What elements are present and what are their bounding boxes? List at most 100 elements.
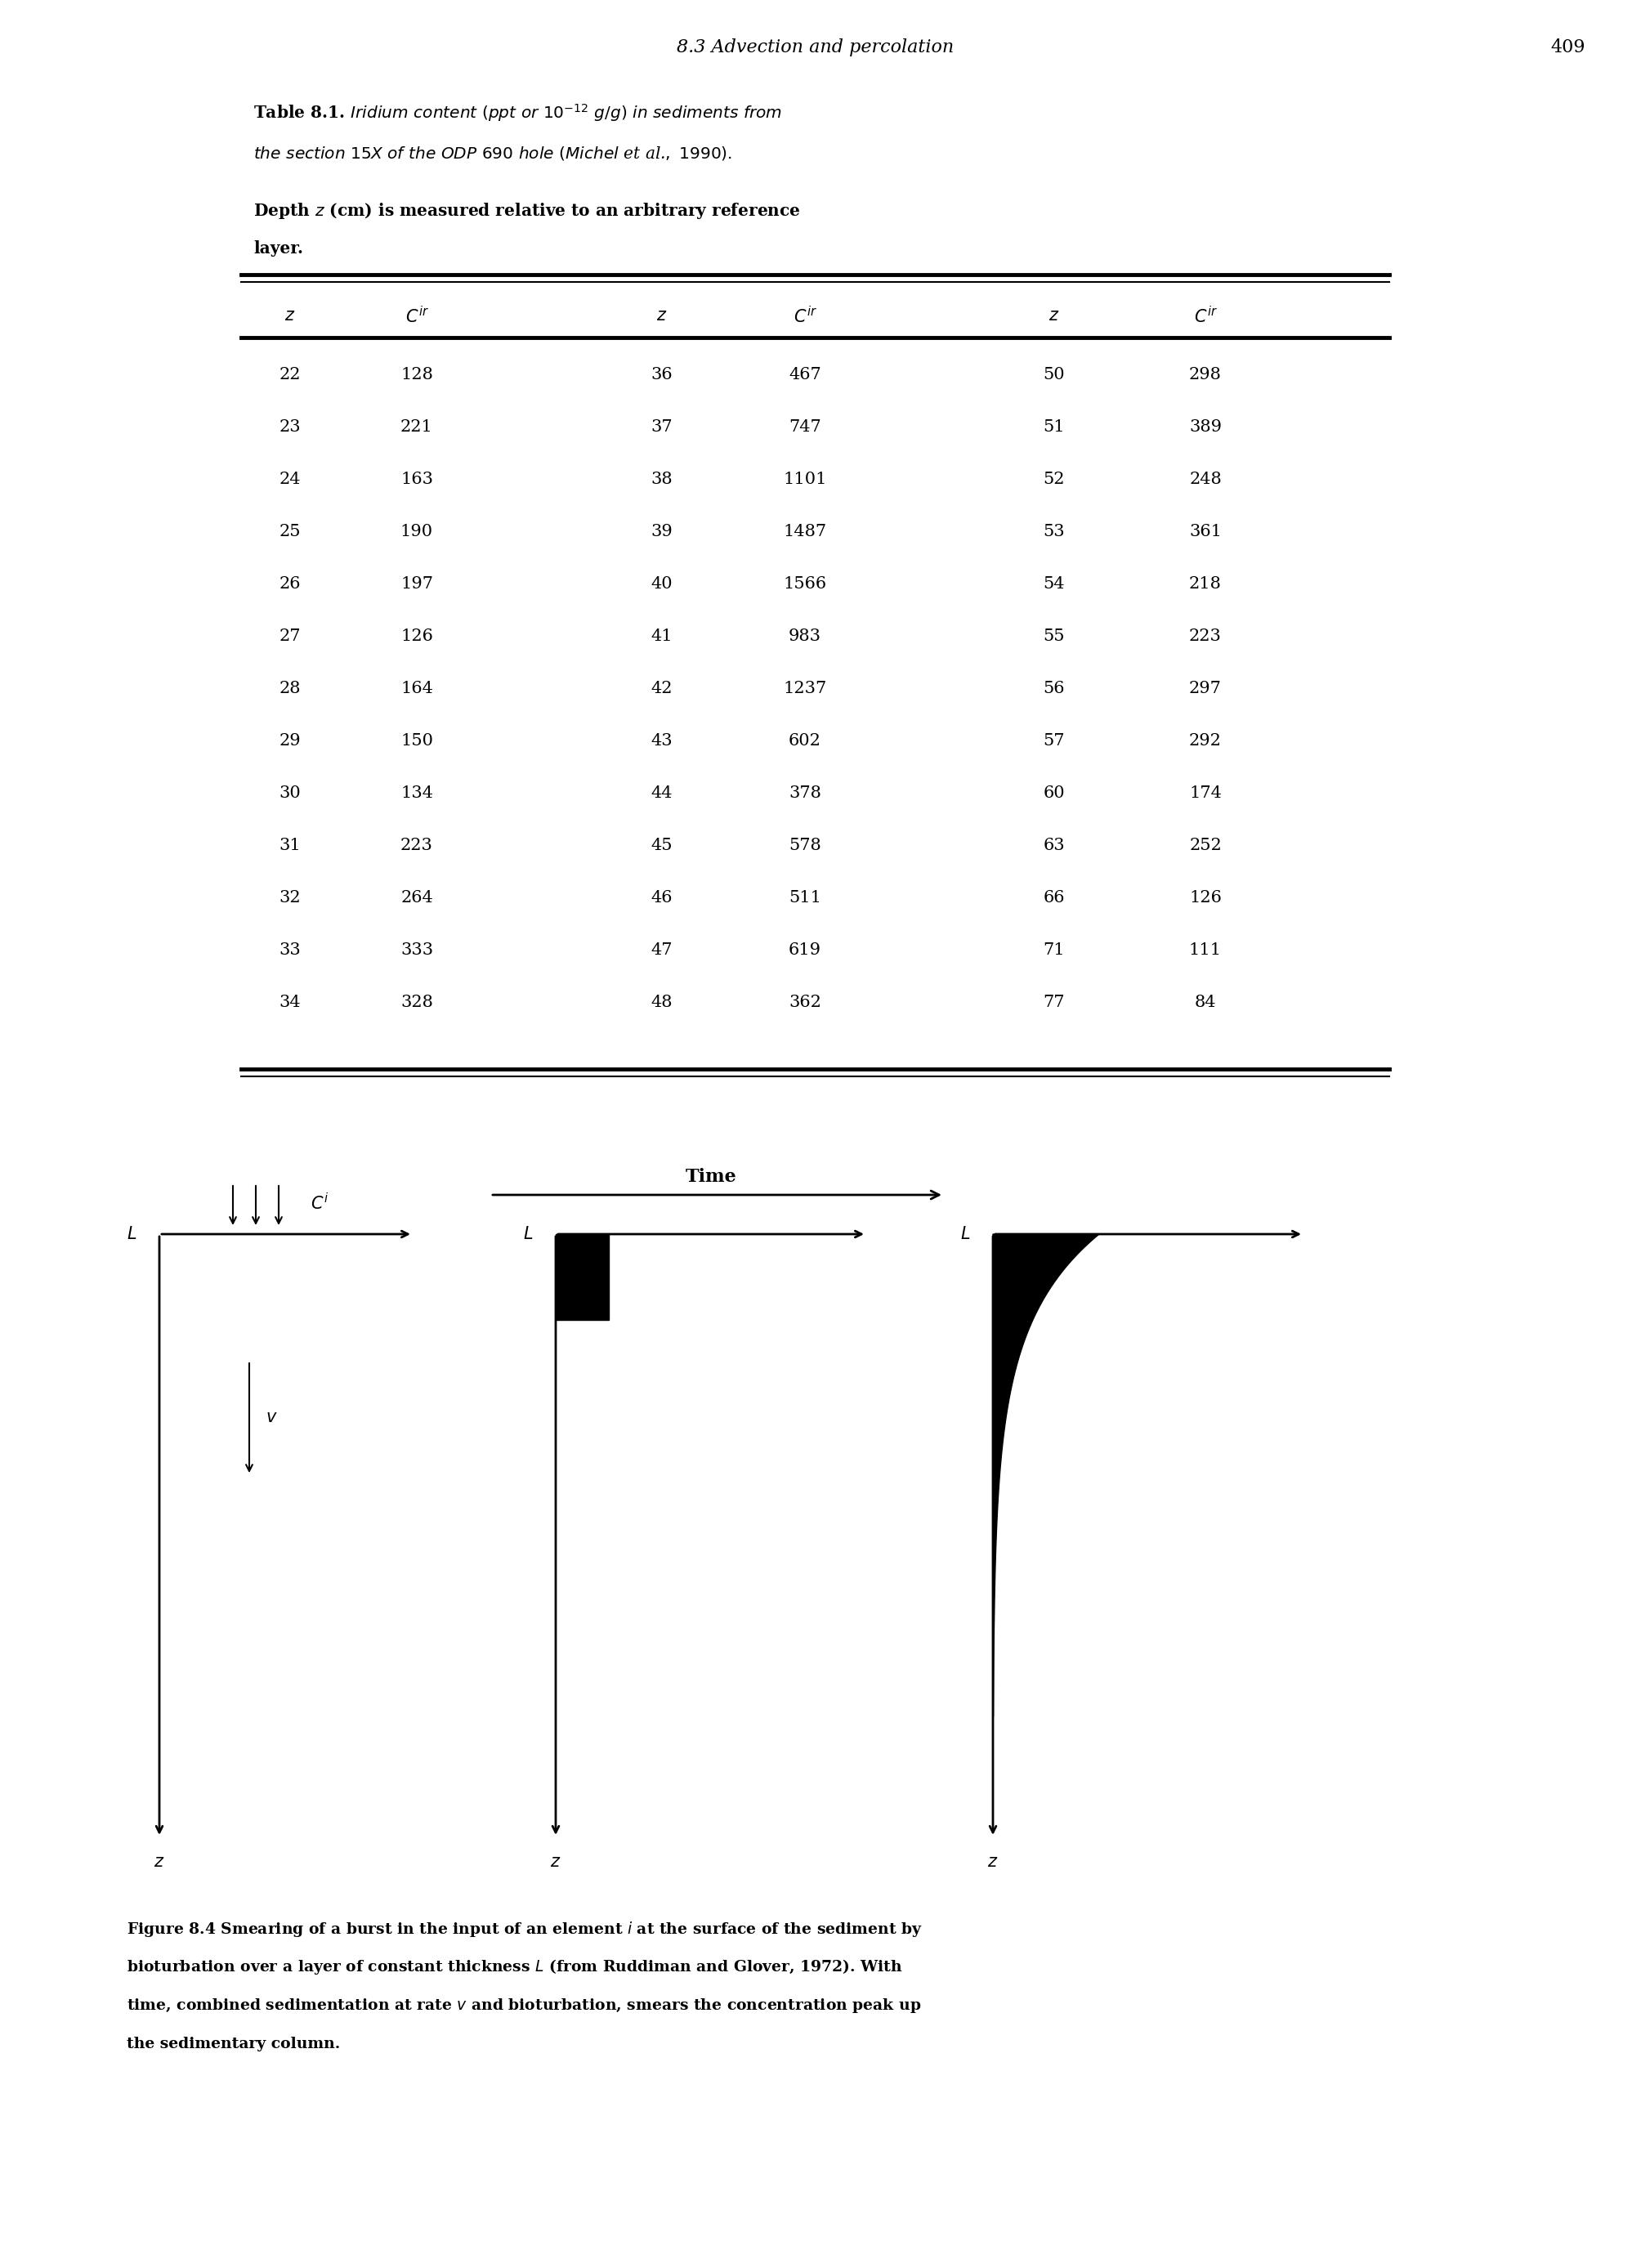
- Text: 25: 25: [279, 524, 300, 540]
- Text: $C^{ir}$: $C^{ir}$: [793, 306, 816, 327]
- Text: 602: 602: [788, 733, 821, 748]
- Text: 66: 66: [1043, 889, 1066, 905]
- Text: 1566: 1566: [783, 576, 827, 592]
- Text: 39: 39: [651, 524, 672, 540]
- Text: layer.: layer.: [253, 240, 304, 256]
- Text: 51: 51: [1043, 420, 1066, 435]
- Bar: [557, 1234, 609, 1320]
- Text: 361: 361: [1190, 524, 1222, 540]
- Text: 46: 46: [651, 889, 672, 905]
- Text: 150: 150: [400, 733, 432, 748]
- Text: $\mathit{the\ section\ 15X\ of\ the\ ODP\ 690\ hole\ (Michel}$ et al.$\mathit{,\: $\mathit{the\ section\ 15X\ of\ the\ ODP…: [253, 145, 733, 163]
- Text: 1101: 1101: [783, 472, 827, 488]
- Text: bioturbation over a layer of constant thickness $L$ (from Ruddiman and Glover, 1: bioturbation over a layer of constant th…: [127, 1957, 902, 1978]
- Text: 33: 33: [279, 941, 300, 957]
- Text: 42: 42: [651, 680, 672, 696]
- Text: 30: 30: [279, 785, 300, 801]
- Text: 37: 37: [651, 420, 672, 435]
- Text: 1487: 1487: [783, 524, 827, 540]
- Text: Table 8.1. $\mathit{Iridium\ content\ (ppt\ or\ 10^{-12}\ g/g)\ in\ sediments\ f: Table 8.1. $\mathit{Iridium\ content\ (p…: [253, 102, 782, 122]
- Text: $v$: $v$: [266, 1411, 277, 1427]
- Text: 264: 264: [400, 889, 432, 905]
- Text: $z$: $z$: [550, 1853, 561, 1869]
- Text: 40: 40: [651, 576, 672, 592]
- Text: 297: 297: [1190, 680, 1222, 696]
- Text: $C^{ir}$: $C^{ir}$: [1193, 306, 1217, 327]
- Text: 26: 26: [279, 576, 300, 592]
- Text: 43: 43: [651, 733, 672, 748]
- Text: 22: 22: [279, 367, 300, 381]
- Text: 41: 41: [651, 628, 672, 644]
- Text: 32: 32: [279, 889, 300, 905]
- Text: 50: 50: [1043, 367, 1066, 381]
- Text: 1237: 1237: [783, 680, 827, 696]
- Text: 389: 389: [1190, 420, 1222, 435]
- Text: 45: 45: [651, 837, 672, 853]
- Text: 111: 111: [1190, 941, 1222, 957]
- Text: the sedimentary column.: the sedimentary column.: [127, 2037, 339, 2053]
- Text: 47: 47: [651, 941, 672, 957]
- Text: $z$: $z$: [153, 1853, 165, 1869]
- Text: 164: 164: [400, 680, 432, 696]
- Text: 378: 378: [788, 785, 821, 801]
- Text: 56: 56: [1043, 680, 1066, 696]
- Text: 983: 983: [788, 628, 821, 644]
- Text: 126: 126: [1190, 889, 1222, 905]
- Text: 57: 57: [1043, 733, 1066, 748]
- Text: $z$: $z$: [284, 308, 295, 324]
- Text: 511: 511: [788, 889, 821, 905]
- Text: 409: 409: [1550, 39, 1585, 57]
- Text: 619: 619: [788, 941, 821, 957]
- Text: 134: 134: [400, 785, 432, 801]
- Text: $C^i$: $C^i$: [310, 1193, 328, 1213]
- Text: 48: 48: [651, 993, 672, 1009]
- Text: 53: 53: [1043, 524, 1066, 540]
- Text: 29: 29: [279, 733, 300, 748]
- Text: 8.3 Advection and percolation: 8.3 Advection and percolation: [677, 39, 955, 57]
- Text: 467: 467: [788, 367, 821, 381]
- Text: 71: 71: [1043, 941, 1066, 957]
- Text: Depth $z$ (cm) is measured relative to an arbitrary reference: Depth $z$ (cm) is measured relative to a…: [253, 202, 801, 220]
- Text: 174: 174: [1190, 785, 1222, 801]
- Text: 223: 223: [1190, 628, 1222, 644]
- Text: $C^{ir}$: $C^{ir}$: [405, 306, 429, 327]
- Text: 292: 292: [1190, 733, 1222, 748]
- Text: 128: 128: [400, 367, 432, 381]
- Text: 328: 328: [400, 993, 432, 1009]
- Text: 126: 126: [400, 628, 432, 644]
- Text: $z$: $z$: [656, 308, 667, 324]
- Text: 362: 362: [788, 993, 821, 1009]
- Text: 63: 63: [1043, 837, 1066, 853]
- Text: 31: 31: [279, 837, 300, 853]
- Text: 27: 27: [279, 628, 300, 644]
- Text: $L$: $L$: [960, 1227, 969, 1243]
- Text: 28: 28: [279, 680, 300, 696]
- Text: 52: 52: [1043, 472, 1066, 488]
- Polygon shape: [992, 1234, 1100, 1717]
- Text: 24: 24: [279, 472, 300, 488]
- Text: 60: 60: [1043, 785, 1066, 801]
- Text: time, combined sedimentation at rate $v$ and bioturbation, smears the concentrat: time, combined sedimentation at rate $v$…: [127, 1996, 920, 2014]
- Text: 36: 36: [651, 367, 672, 381]
- Text: 333: 333: [400, 941, 432, 957]
- Text: 77: 77: [1043, 993, 1066, 1009]
- Text: 197: 197: [400, 576, 432, 592]
- Text: 223: 223: [400, 837, 432, 853]
- Text: $L$: $L$: [126, 1227, 137, 1243]
- Text: $L$: $L$: [522, 1227, 532, 1243]
- Text: 84: 84: [1195, 993, 1216, 1009]
- Text: 218: 218: [1190, 576, 1222, 592]
- Text: 252: 252: [1190, 837, 1222, 853]
- Text: $z$: $z$: [1049, 308, 1059, 324]
- Text: 163: 163: [400, 472, 432, 488]
- Text: Figure 8.4 Smearing of a burst in the input of an element $i$ at the surface of : Figure 8.4 Smearing of a burst in the in…: [127, 1919, 922, 1939]
- Text: 23: 23: [279, 420, 300, 435]
- Text: 747: 747: [788, 420, 821, 435]
- Text: 54: 54: [1043, 576, 1066, 592]
- Text: Time: Time: [685, 1168, 736, 1186]
- Text: 298: 298: [1190, 367, 1222, 381]
- Text: $z$: $z$: [987, 1853, 999, 1869]
- Text: 34: 34: [279, 993, 300, 1009]
- Text: 38: 38: [651, 472, 672, 488]
- Text: 44: 44: [651, 785, 672, 801]
